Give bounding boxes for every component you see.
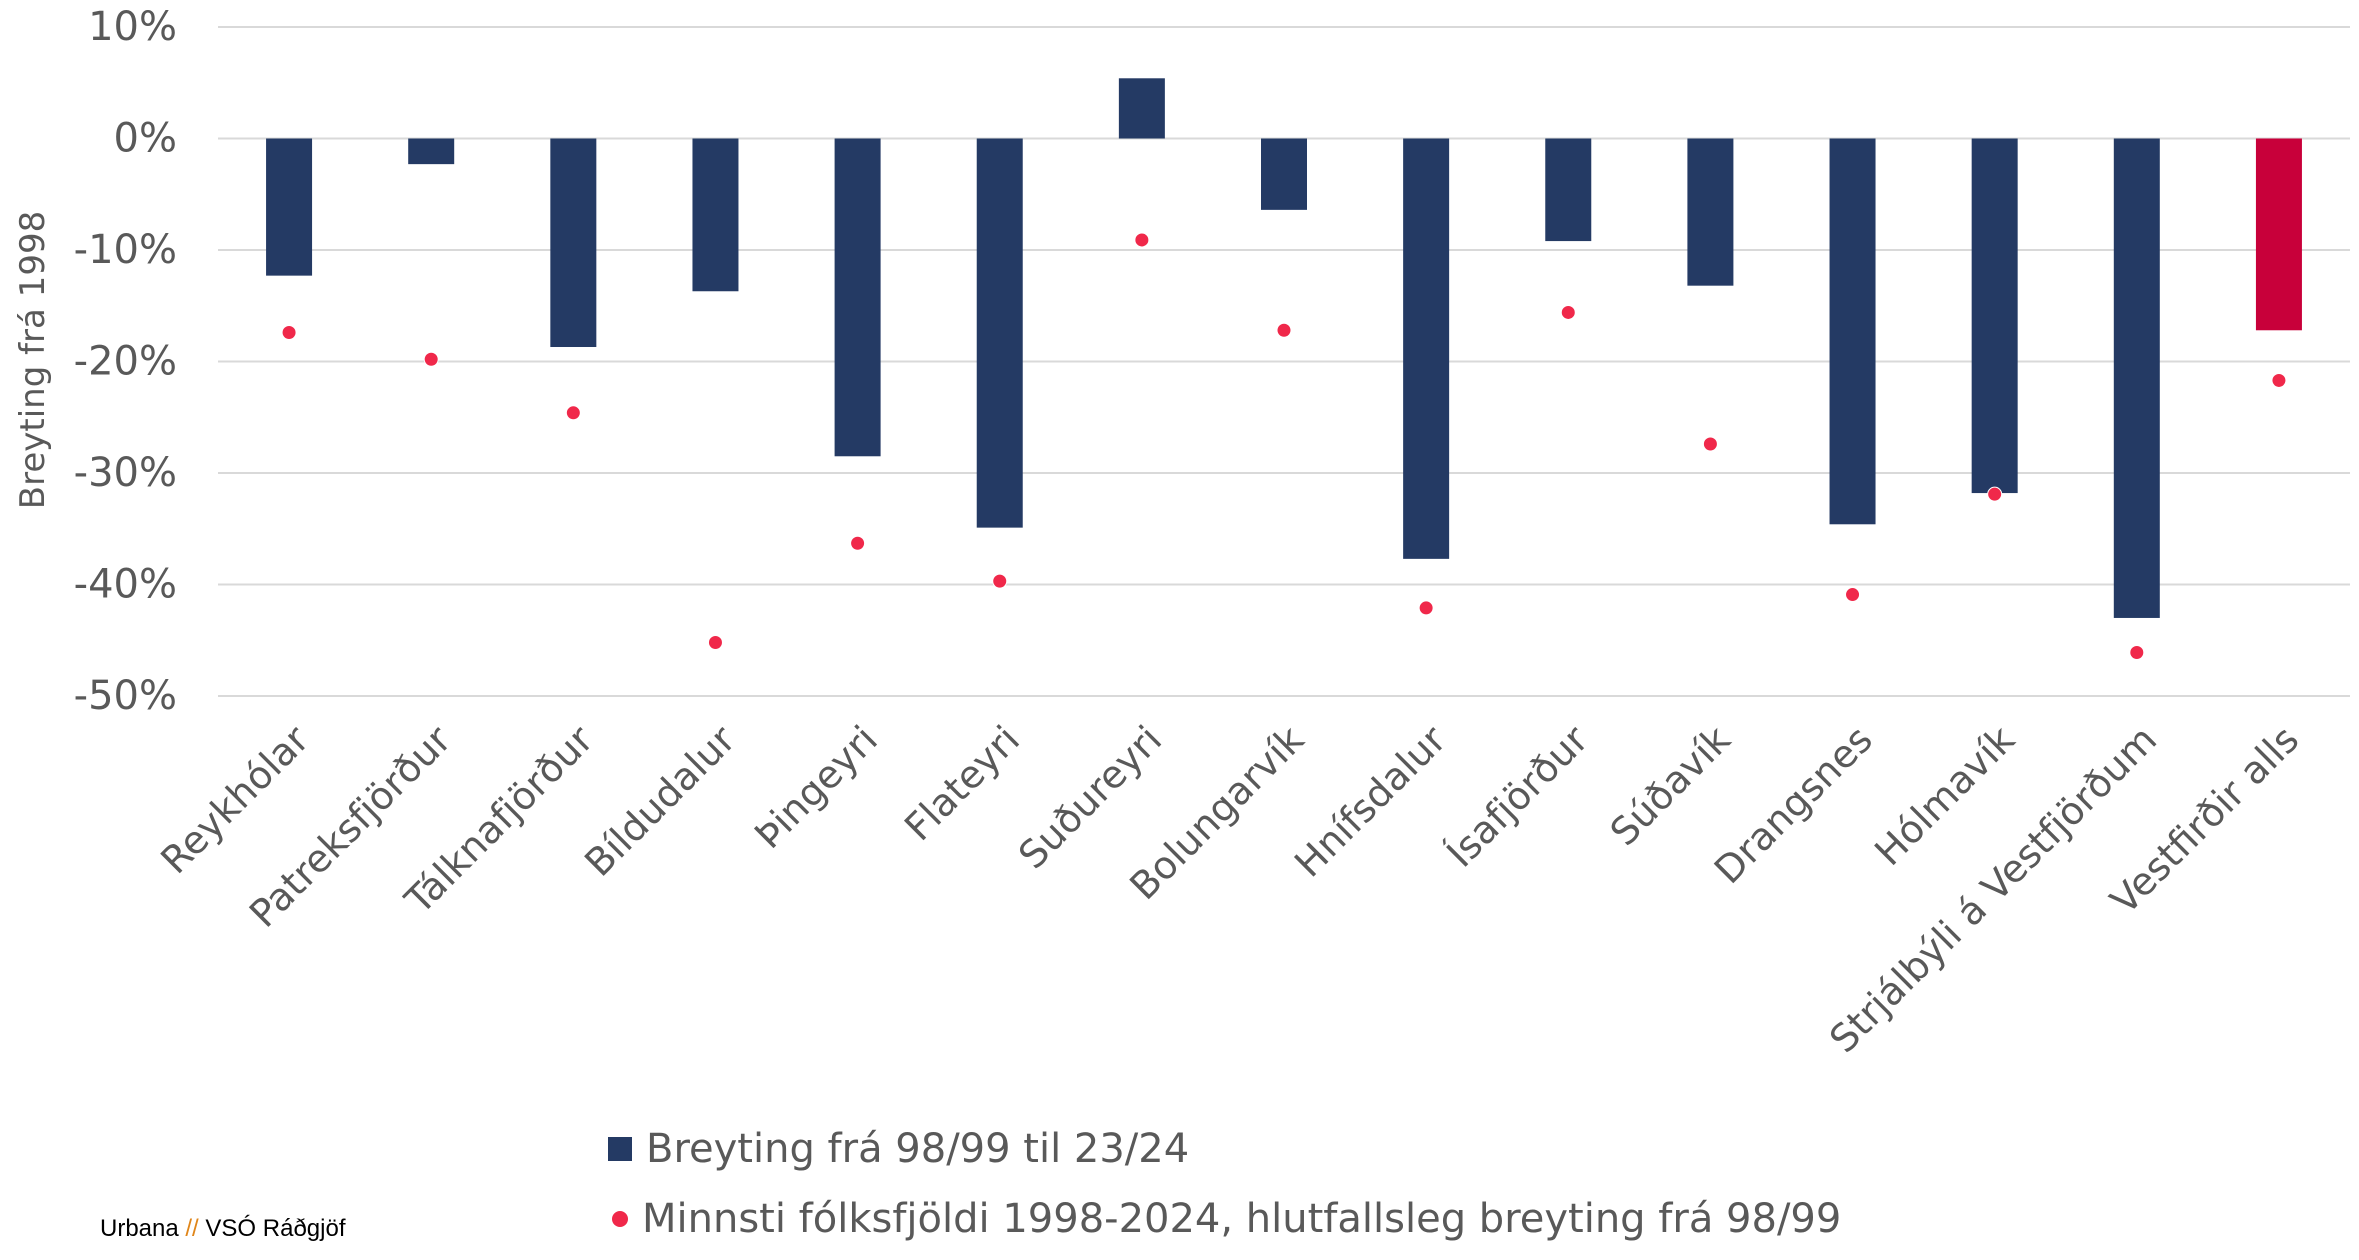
x-axis-tick-labels: ReykhólarPatreksfjörðurTálknafjörðurBíld… <box>152 717 2307 1061</box>
scatter-point <box>850 535 866 551</box>
scatter-point <box>707 634 723 650</box>
bar-series <box>266 78 2302 618</box>
bar <box>2255 138 2302 331</box>
legend-label-dot: Minnsti fólksfjöldi 1998-2024, hlutfalls… <box>642 1196 1842 1242</box>
scatter-point <box>1702 436 1718 452</box>
y-tick-label: -10% <box>74 227 177 273</box>
y-tick-label: -40% <box>74 562 177 608</box>
x-tick-label: Bíldudalur <box>576 717 744 885</box>
bar <box>692 138 739 292</box>
scatter-point <box>423 351 439 367</box>
x-tick-label: Súðavík <box>1602 717 1739 854</box>
legend-swatch-bar <box>608 1137 632 1161</box>
y-axis-tick-labels: 10% 0% -10% -20% -30% -40% -50% <box>74 4 177 719</box>
footer-left: Urbana <box>100 1215 179 1242</box>
gridlines <box>218 26 2350 697</box>
bar <box>1403 138 1450 559</box>
scatter-series <box>281 232 2287 661</box>
scatter-point <box>992 573 1008 589</box>
bar <box>1829 138 1876 525</box>
x-tick-label: Hnífsdalur <box>1286 717 1455 886</box>
bar <box>1118 78 1165 139</box>
y-axis-label: Breyting frá 1998 <box>13 211 53 509</box>
bar <box>834 138 881 457</box>
bar <box>266 138 313 276</box>
legend-swatch-dot <box>612 1211 628 1227</box>
footer-right: VSÓ Ráðgjöf <box>205 1215 346 1242</box>
y-tick-label: -30% <box>74 450 177 496</box>
x-tick-label: Þingeyri <box>746 717 886 857</box>
scatter-point <box>1845 587 1861 603</box>
bar <box>550 138 597 348</box>
bar <box>1261 138 1307 210</box>
legend-item-bar: Breyting frá 98/99 til 23/24 <box>608 1126 1189 1172</box>
bar <box>1545 138 1592 242</box>
footer-credit: Urbana // VSÓ Ráðgjöf <box>100 1215 345 1243</box>
scatter-point <box>2129 645 2145 661</box>
x-tick-label: Flateyri <box>896 717 1028 849</box>
scatter-point <box>281 325 297 341</box>
scatter-point <box>1276 322 1292 338</box>
scatter-point <box>1418 600 1434 616</box>
legend-item-dot: Minnsti fólksfjöldi 1998-2024, hlutfalls… <box>608 1196 1841 1242</box>
y-tick-label: 10% <box>88 4 177 50</box>
scatter-point <box>2271 372 2287 388</box>
bar <box>408 138 455 165</box>
footer-separator: // <box>185 1215 199 1242</box>
scatter-point <box>1134 232 1150 248</box>
scatter-point <box>1560 304 1576 320</box>
scatter-point <box>565 405 581 421</box>
bar <box>1687 138 1734 286</box>
y-tick-label: 0% <box>114 116 177 162</box>
bar <box>1971 138 2018 494</box>
y-tick-label: -50% <box>74 673 177 719</box>
bar <box>976 138 1023 528</box>
bar <box>2113 138 2160 618</box>
y-tick-label: -20% <box>74 339 177 385</box>
legend-label-bar: Breyting frá 98/99 til 23/24 <box>646 1126 1190 1172</box>
scatter-point <box>1987 486 2003 502</box>
x-tick-label: Ísafjörður <box>1438 717 1597 876</box>
